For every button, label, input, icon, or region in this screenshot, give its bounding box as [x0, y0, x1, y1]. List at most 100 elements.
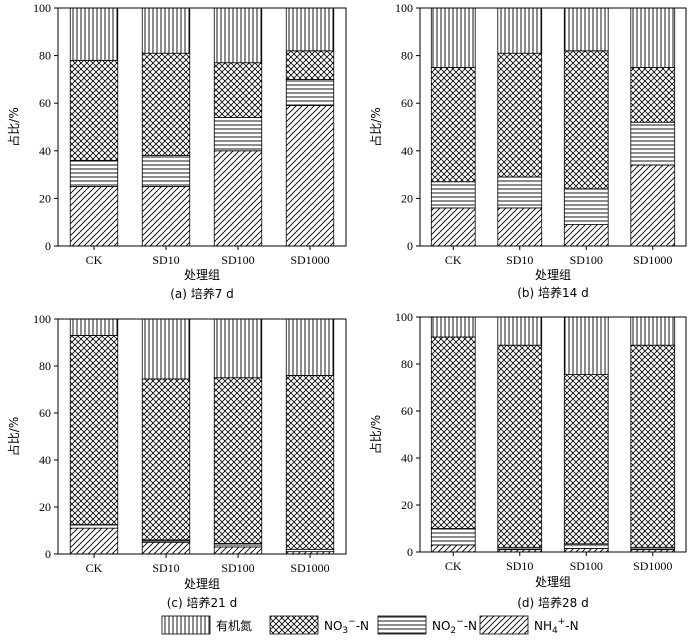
x-tick-label: CK — [86, 253, 103, 267]
y-axis-label: 占比/% — [6, 417, 21, 456]
bar-segment — [285, 374, 335, 550]
x-tick-label: SD1000 — [290, 561, 329, 575]
bar-segment — [213, 318, 263, 379]
bar-segment — [69, 7, 119, 61]
x-tick-label: CK — [86, 561, 103, 575]
bar-segment — [497, 7, 543, 54]
bar-segment — [563, 316, 609, 375]
y-tick-label: 80 — [401, 49, 413, 63]
chart-panel-3: CK SD10 SD100 SD1000 0 20 40 60 80 100 占比/% 处理组 (c) … — [6, 312, 347, 610]
legend-item: 有机氮 — [161, 615, 252, 635]
bar-segment — [69, 318, 119, 336]
bar-segment — [285, 7, 335, 52]
bar-segment — [563, 50, 609, 190]
panel-caption: (b) 培养14 d — [517, 285, 589, 300]
panel-caption: (c) 培养21 d — [167, 595, 237, 610]
x-tick-label: SD10 — [506, 253, 533, 267]
y-tick-label: 100 — [33, 312, 51, 326]
legend: 有机氮 NO3−-N NO2−-N NH4+-N — [161, 615, 579, 636]
y-tick-label: 40 — [39, 453, 51, 467]
y-tick-label: 100 — [33, 1, 51, 15]
y-tick-label: 80 — [39, 49, 51, 63]
y-tick-label: 40 — [39, 144, 51, 158]
legend-swatch — [269, 615, 319, 635]
y-axis-label: 占比/% — [368, 415, 383, 454]
plot-frame — [57, 7, 347, 247]
bar-segment — [563, 224, 609, 247]
x-tick-label: CK — [445, 559, 462, 573]
bar-segment — [141, 7, 191, 54]
x-axis-label: 处理组 — [535, 268, 571, 282]
panel-caption: (d) 培养28 d — [517, 595, 589, 610]
x-axis-label: 处理组 — [535, 575, 571, 589]
x-tick-label: SD10 — [506, 559, 533, 573]
bar-segment — [630, 7, 676, 68]
legend-swatch — [377, 615, 427, 635]
bar-segment — [141, 155, 191, 187]
bar-segment — [69, 59, 119, 161]
y-tick-label: 0 — [407, 239, 413, 253]
bar-segment — [213, 546, 263, 555]
bar-segment — [213, 7, 263, 64]
y-tick-label: 100 — [395, 310, 413, 324]
bar-segment — [213, 543, 263, 548]
y-tick-label: 80 — [401, 357, 413, 371]
bar-segment — [285, 79, 335, 106]
y-tick-label: 80 — [39, 359, 51, 373]
legend-label: NO3−-N — [324, 617, 369, 636]
legend-label: 有机氮 — [216, 618, 252, 633]
y-tick-label: 100 — [395, 1, 413, 15]
bar-segment — [69, 524, 119, 529]
legend-label: NH4+-N — [534, 617, 579, 636]
plot-frame — [57, 318, 347, 555]
y-tick-label: 60 — [401, 96, 413, 110]
bar-segment — [141, 378, 191, 541]
x-axis-label: 处理组 — [184, 268, 220, 282]
y-tick-label: 20 — [401, 498, 413, 512]
bar-segment — [430, 336, 476, 529]
panel-caption: (a) 培养7 d — [170, 286, 234, 301]
bar-segment — [285, 105, 335, 247]
legend-label: NO2−-N — [432, 617, 477, 636]
x-tick-label: SD10 — [152, 253, 179, 267]
chart-panel-1: CK SD10 SD100 SD1000 0 20 40 60 80 100 占比/% 处理组 (a) … — [6, 1, 347, 301]
plot-frame — [419, 7, 687, 247]
bar-segment — [69, 335, 119, 526]
bar-segment — [563, 543, 609, 549]
bar-segment — [141, 186, 191, 247]
y-tick-label: 60 — [39, 406, 51, 420]
legend-item: NO3−-N — [269, 615, 369, 636]
bar-segment — [141, 541, 191, 555]
bar-segment — [497, 316, 543, 346]
x-tick-label: SD100 — [570, 253, 603, 267]
bar-segment — [69, 159, 119, 187]
x-tick-label: SD100 — [221, 253, 254, 267]
bar-segment — [430, 67, 476, 183]
y-axis-label: 占比/% — [6, 107, 21, 146]
bar-segment — [213, 117, 263, 152]
bar-segment — [563, 548, 609, 553]
bar-segment — [213, 377, 263, 544]
bar-segment — [497, 207, 543, 247]
x-tick-label: SD1000 — [290, 253, 329, 267]
bar-segment — [630, 344, 676, 548]
bar-segment — [563, 374, 609, 545]
chart-panel-2: CK SD10 SD100 SD1000 0 20 40 60 80 100 占比/% 处理组 (b) … — [368, 1, 687, 300]
x-tick-label: SD1000 — [633, 559, 672, 573]
bar-segment — [285, 50, 335, 80]
y-tick-label: 40 — [401, 451, 413, 465]
bar-segment — [285, 318, 335, 376]
y-tick-label: 20 — [39, 191, 51, 205]
legend-swatch — [161, 615, 211, 635]
bar-segment — [213, 62, 263, 118]
bar-segment — [141, 52, 191, 156]
bar-segment — [497, 176, 543, 209]
bar-segment — [430, 316, 476, 338]
x-tick-label: SD10 — [152, 561, 179, 575]
y-tick-label: 40 — [401, 144, 413, 158]
x-tick-label: CK — [445, 253, 462, 267]
bar-segment — [630, 67, 676, 123]
bar-segment — [430, 207, 476, 247]
bar-segment — [430, 528, 476, 546]
